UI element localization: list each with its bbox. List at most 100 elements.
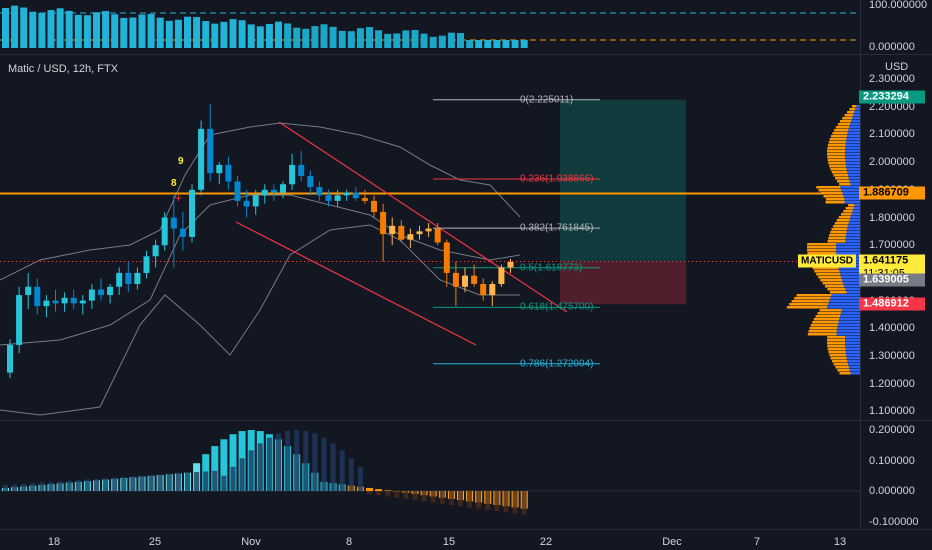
volume-profile-bar	[829, 354, 847, 357]
candle-body	[79, 300, 86, 304]
time-axis[interactable]: 18 25 Nov 8 15 22 Dec 7 13	[0, 530, 860, 550]
top-indicator-bar	[447, 32, 455, 48]
time-axis-border	[0, 529, 932, 530]
volume-profile-bar	[841, 189, 860, 192]
volume-profile-bar	[854, 111, 860, 114]
candle-body	[471, 275, 478, 284]
top-indicator-bar	[393, 33, 401, 48]
top-indicator-bar	[356, 28, 364, 48]
pane-separator-top[interactable]	[0, 54, 932, 55]
top-indicator-bar	[193, 17, 201, 48]
candle-body	[316, 187, 323, 196]
volume-profile-bar	[845, 342, 860, 345]
volume-profile-bar	[827, 156, 846, 159]
candle-body	[343, 192, 350, 196]
volume-profile-bar	[845, 207, 854, 210]
volume-profile-bar	[845, 153, 860, 156]
top-indicator-bar	[384, 33, 392, 48]
volume-profile-bar	[827, 159, 846, 162]
volume-profile-bar	[827, 150, 846, 153]
osc-background-bar	[376, 491, 382, 496]
volume-profile-bar	[849, 108, 856, 111]
volume-profile-bar	[828, 237, 846, 240]
top-indicator-bar	[511, 40, 519, 48]
osc-background-bar	[412, 491, 418, 501]
price-axis-label: 2.100000	[869, 128, 915, 141]
candle-body	[498, 267, 505, 284]
osc-background-bar	[203, 471, 209, 491]
volume-profile-bar	[794, 297, 831, 300]
volume-profile-bar	[818, 189, 842, 192]
candle-body	[270, 189, 277, 193]
volume-profile-bar	[831, 228, 848, 231]
top-indicator-pane[interactable]: 100.000000 0.000000	[0, 0, 932, 54]
volume-profile-bar	[830, 357, 847, 360]
osc-background-bar	[94, 478, 99, 491]
osc-background-bar	[385, 491, 391, 497]
top-indicator-bar	[520, 40, 528, 48]
price-axis[interactable]: USD 2.3000002.2000002.1000002.0000001.90…	[860, 55, 932, 420]
volume-profile-bar	[847, 132, 860, 135]
volume-profile-bar	[827, 336, 846, 339]
top-indicator-bar	[229, 19, 237, 48]
volume-profile-bar	[847, 360, 860, 363]
osc-background-bar	[39, 482, 45, 491]
volume-profile-bar	[856, 105, 860, 108]
top-indicator-bar	[2, 8, 9, 48]
candle-body	[434, 228, 441, 243]
volume-profile-bar	[839, 372, 851, 375]
osc-background-bar	[230, 466, 236, 491]
volume-profile-bar	[820, 279, 843, 282]
volume-profile-bar	[851, 120, 860, 123]
volume-profile-bar	[836, 252, 860, 255]
volume-profile-bar	[836, 333, 860, 336]
top-indicator-bar	[47, 10, 55, 48]
top-indicator-bar	[411, 29, 419, 48]
candle-body	[234, 181, 241, 201]
main-price-pane[interactable]: + Matic / USD, 12h, FTX 0(2.225011) 0.236…	[0, 55, 932, 420]
volume-profile-bar	[837, 123, 851, 126]
oscillator-pane[interactable]: 0.200000 0.100000 0.000000 -0.100000	[0, 421, 932, 529]
candle-body	[489, 283, 496, 296]
top-indicator-bar	[265, 23, 273, 48]
top-indicator-bar	[147, 14, 155, 48]
candle-body	[361, 198, 368, 201]
pane-separator-bottom[interactable]	[0, 420, 932, 421]
td-mark-9: 9	[178, 156, 184, 167]
volume-profile-bar	[854, 204, 860, 207]
volume-profile-bar	[789, 303, 829, 306]
candle-body	[34, 286, 41, 307]
volume-profile-bar	[845, 147, 860, 150]
volume-profile-bar	[796, 294, 832, 297]
volume-profile-bar	[850, 216, 860, 219]
td-mark-8: 8	[171, 178, 177, 189]
volume-profile-bar	[829, 138, 847, 141]
time-label-8: 8	[345, 536, 353, 548]
top-indicator-bar	[138, 14, 146, 48]
volume-profile-bar	[839, 183, 851, 186]
osc-axis-label-0: 0.000000	[869, 485, 915, 497]
top-indicator-bar	[56, 8, 64, 48]
volume-profile-bar	[849, 180, 860, 183]
volume-profile-bar	[848, 366, 860, 369]
osc-background-bar	[30, 483, 36, 491]
candle-body	[52, 300, 59, 304]
volume-profile-bar	[843, 195, 860, 198]
volume-profile-bar	[807, 333, 837, 336]
channel-lower-line	[235, 221, 477, 346]
osc-background-bar	[166, 473, 172, 491]
osc-background-bar	[485, 491, 491, 510]
volume-profile-bar	[852, 210, 860, 213]
osc-background-bar	[312, 433, 318, 491]
volume-profile-bar	[846, 354, 860, 357]
osc-background-bar	[421, 491, 427, 502]
top-indicator-bar	[420, 33, 428, 48]
chart-title[interactable]: Matic / USD, 12h, FTX	[8, 63, 119, 75]
candle-body	[443, 242, 450, 273]
time-label-22: 22	[539, 536, 553, 548]
volume-profile-bar	[845, 336, 860, 339]
price-axis-label: 1.800000	[869, 211, 915, 224]
candle-body	[88, 289, 95, 301]
td-plus-mark: +	[175, 191, 182, 205]
volume-profile-bar	[847, 225, 860, 228]
